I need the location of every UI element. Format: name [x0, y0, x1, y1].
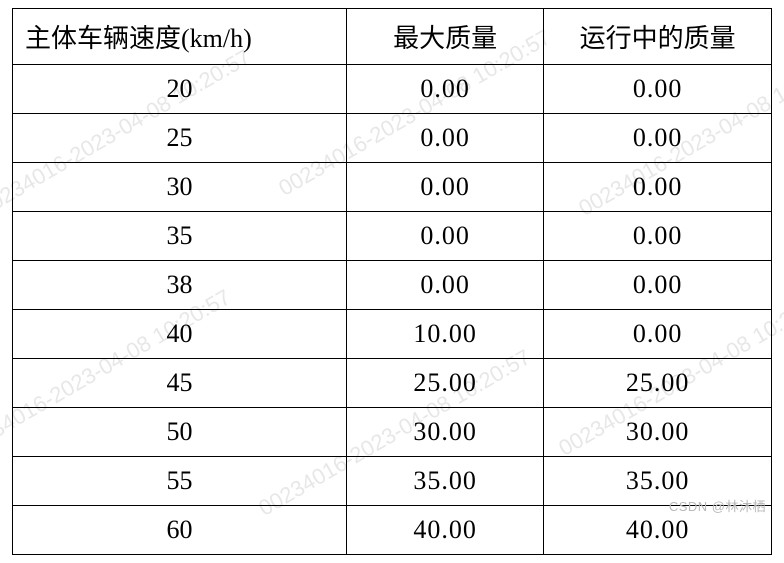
cell-max-mass: 0.00: [346, 65, 543, 114]
cell-max-mass: 0.00: [346, 261, 543, 310]
cell-running-mass: 0.00: [544, 65, 772, 114]
table-row: 60 40.00 40.00: [13, 506, 772, 555]
table-body: 20 0.00 0.00 25 0.00 0.00 30 0.00 0.00 3…: [13, 65, 772, 555]
cell-running-mass: 0.00: [544, 261, 772, 310]
cell-running-mass: 0.00: [544, 212, 772, 261]
cell-speed: 25: [13, 114, 347, 163]
cell-running-mass: 25.00: [544, 359, 772, 408]
cell-max-mass: 40.00: [346, 506, 543, 555]
table-container: 主体车辆速度(km/h) 最大质量 运行中的质量 20 0.00 0.00 25…: [0, 0, 784, 563]
cell-speed: 60: [13, 506, 347, 555]
table-row: 38 0.00 0.00: [13, 261, 772, 310]
table-row: 30 0.00 0.00: [13, 163, 772, 212]
cell-running-mass: 0.00: [544, 310, 772, 359]
column-header-speed: 主体车辆速度(km/h): [13, 9, 347, 65]
cell-max-mass: 0.00: [346, 163, 543, 212]
table-row: 40 10.00 0.00: [13, 310, 772, 359]
cell-max-mass: 10.00: [346, 310, 543, 359]
cell-speed: 20: [13, 65, 347, 114]
cell-running-mass: 30.00: [544, 408, 772, 457]
cell-speed: 50: [13, 408, 347, 457]
column-header-max-mass: 最大质量: [346, 9, 543, 65]
data-table: 主体车辆速度(km/h) 最大质量 运行中的质量 20 0.00 0.00 25…: [12, 8, 772, 555]
cell-max-mass: 35.00: [346, 457, 543, 506]
cell-running-mass: 0.00: [544, 163, 772, 212]
cell-speed: 40: [13, 310, 347, 359]
table-header-row: 主体车辆速度(km/h) 最大质量 运行中的质量: [13, 9, 772, 65]
cell-speed: 55: [13, 457, 347, 506]
table-row: 25 0.00 0.00: [13, 114, 772, 163]
cell-max-mass: 30.00: [346, 408, 543, 457]
cell-speed: 45: [13, 359, 347, 408]
cell-speed: 30: [13, 163, 347, 212]
cell-speed: 38: [13, 261, 347, 310]
cell-running-mass: 0.00: [544, 114, 772, 163]
table-row: 50 30.00 30.00: [13, 408, 772, 457]
credit-text: CSDN @林沐栖: [669, 496, 766, 515]
table-row: 45 25.00 25.00: [13, 359, 772, 408]
table-row: 20 0.00 0.00: [13, 65, 772, 114]
table-row: 55 35.00 35.00: [13, 457, 772, 506]
cell-speed: 35: [13, 212, 347, 261]
cell-max-mass: 25.00: [346, 359, 543, 408]
cell-max-mass: 0.00: [346, 212, 543, 261]
table-row: 35 0.00 0.00: [13, 212, 772, 261]
cell-max-mass: 0.00: [346, 114, 543, 163]
column-header-running-mass: 运行中的质量: [544, 9, 772, 65]
